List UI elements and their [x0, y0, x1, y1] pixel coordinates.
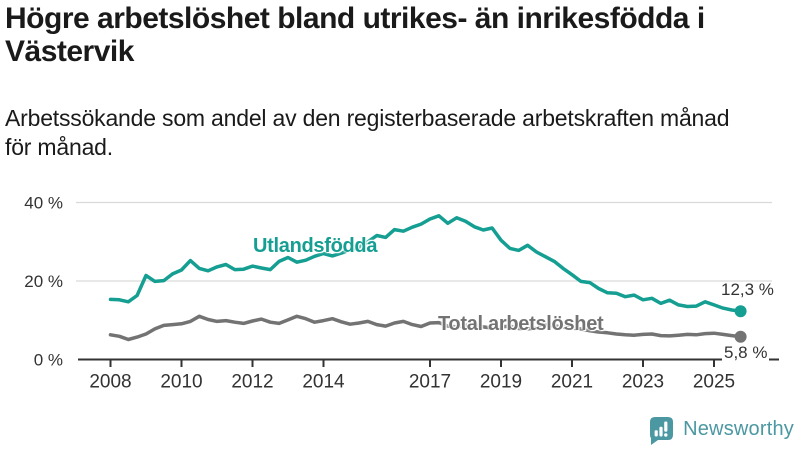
- x-axis-label: 2019: [480, 372, 522, 393]
- subtitle-line-2: för månad.: [5, 134, 113, 160]
- newsworthy-logo: Newsworthy: [646, 414, 794, 445]
- chart-svg: 0 % 20 % 40 % 2008 2010 2012 2014 2017 2019 2021 2…: [24, 194, 779, 393]
- y-axis-label: 40 %: [24, 194, 63, 213]
- series-label-utlandsfodda: Utlandsfödda: [253, 235, 378, 257]
- x-axis-label: 2014: [302, 372, 345, 393]
- series-line-1: [108, 314, 743, 342]
- bar-chart-speech-bubble-icon: [650, 417, 674, 445]
- x-axis-label: 2025: [693, 372, 735, 393]
- subtitle-line-1: Arbetssökande som andel av den registerb…: [5, 105, 730, 131]
- page-title: Högre arbetslöshet bland utrikes- än inr…: [5, 2, 705, 68]
- y-axis-label: 20 %: [24, 272, 63, 291]
- y-axis-label: 0 %: [34, 351, 63, 370]
- title-line-2: Västervik: [5, 35, 134, 68]
- chart-subtitle: Arbetssökande som andel av den registerb…: [5, 104, 730, 162]
- brand-name: Newsworthy: [683, 418, 794, 440]
- end-value-label-utlandsfodda: 12,3 %: [721, 280, 774, 299]
- series-label-total-arbetsloshet: Total arbetslöshet: [438, 313, 604, 335]
- end-value-label-total: 5,8 %: [722, 343, 770, 363]
- series-end-dot-1: [734, 330, 747, 343]
- x-axis-label: 2010: [160, 372, 202, 393]
- title-line-1: Högre arbetslöshet bland utrikes- än inr…: [5, 2, 705, 35]
- x-axis-label: 2021: [551, 372, 593, 393]
- x-axis-label: 2008: [89, 372, 131, 393]
- x-axis-label: 2012: [231, 372, 273, 393]
- series-end-dot-0: [734, 305, 747, 318]
- x-axis-label: 2023: [622, 372, 664, 393]
- x-axis-label: 2017: [409, 372, 451, 393]
- series-line-0: [108, 214, 743, 313]
